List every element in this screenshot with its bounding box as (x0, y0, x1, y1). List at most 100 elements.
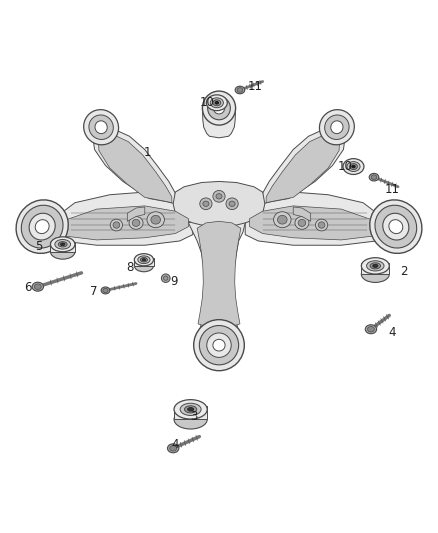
Polygon shape (188, 215, 245, 348)
Ellipse shape (210, 98, 223, 108)
Ellipse shape (295, 216, 309, 229)
Ellipse shape (184, 406, 197, 413)
Ellipse shape (50, 244, 75, 259)
Ellipse shape (371, 175, 377, 180)
Ellipse shape (129, 216, 143, 229)
Ellipse shape (35, 220, 49, 233)
Polygon shape (197, 221, 241, 330)
Polygon shape (174, 407, 207, 419)
Ellipse shape (89, 115, 113, 140)
Ellipse shape (325, 115, 349, 140)
Ellipse shape (170, 446, 177, 451)
Ellipse shape (200, 198, 212, 209)
Text: 6: 6 (24, 281, 31, 294)
Ellipse shape (213, 100, 221, 106)
Ellipse shape (50, 237, 75, 252)
Ellipse shape (213, 102, 225, 114)
Ellipse shape (235, 86, 245, 94)
Ellipse shape (278, 215, 287, 224)
Ellipse shape (331, 121, 343, 134)
Ellipse shape (237, 87, 243, 92)
Ellipse shape (29, 213, 55, 240)
Text: 4: 4 (389, 326, 396, 340)
Ellipse shape (32, 282, 43, 291)
Ellipse shape (103, 288, 108, 293)
Ellipse shape (361, 257, 389, 274)
Ellipse shape (21, 205, 63, 248)
Ellipse shape (352, 165, 355, 168)
Polygon shape (134, 258, 153, 265)
Ellipse shape (60, 243, 65, 246)
Ellipse shape (343, 159, 364, 174)
Ellipse shape (113, 222, 120, 228)
Polygon shape (361, 263, 389, 274)
Polygon shape (245, 192, 389, 245)
Ellipse shape (361, 266, 389, 282)
Ellipse shape (199, 326, 239, 365)
Ellipse shape (319, 110, 354, 145)
Ellipse shape (350, 164, 357, 169)
Ellipse shape (216, 193, 222, 199)
Ellipse shape (318, 222, 325, 228)
Text: 10: 10 (337, 160, 352, 173)
Ellipse shape (138, 256, 150, 264)
Polygon shape (98, 135, 172, 203)
Polygon shape (62, 206, 188, 240)
Ellipse shape (367, 261, 384, 271)
Text: 10: 10 (200, 96, 215, 109)
Polygon shape (293, 207, 311, 221)
Ellipse shape (208, 96, 230, 120)
Ellipse shape (213, 340, 225, 351)
Ellipse shape (207, 333, 231, 358)
Ellipse shape (101, 287, 110, 294)
Ellipse shape (347, 161, 360, 172)
Ellipse shape (142, 259, 146, 261)
Ellipse shape (369, 173, 379, 181)
Text: 8: 8 (127, 261, 134, 274)
Ellipse shape (161, 274, 170, 282)
Ellipse shape (35, 284, 41, 289)
Ellipse shape (95, 121, 107, 134)
Ellipse shape (229, 201, 235, 206)
Polygon shape (173, 181, 265, 226)
Ellipse shape (370, 263, 381, 269)
Text: 7: 7 (90, 285, 98, 298)
Polygon shape (127, 207, 145, 221)
Ellipse shape (84, 110, 119, 145)
Ellipse shape (132, 220, 140, 227)
Text: 1: 1 (144, 146, 151, 159)
Ellipse shape (134, 254, 153, 266)
Text: 4: 4 (171, 438, 178, 451)
Polygon shape (202, 108, 236, 138)
Ellipse shape (16, 200, 68, 253)
Ellipse shape (213, 190, 225, 202)
Ellipse shape (151, 215, 160, 224)
Text: 5: 5 (35, 240, 42, 253)
Ellipse shape (367, 327, 374, 332)
Ellipse shape (167, 444, 179, 453)
Polygon shape (92, 128, 175, 204)
Ellipse shape (375, 205, 417, 248)
Polygon shape (49, 192, 193, 245)
Ellipse shape (194, 320, 244, 370)
Ellipse shape (187, 408, 194, 411)
Text: 2: 2 (400, 265, 408, 278)
Ellipse shape (226, 198, 238, 209)
Ellipse shape (373, 264, 378, 268)
Ellipse shape (58, 241, 67, 247)
Ellipse shape (206, 95, 227, 111)
Ellipse shape (55, 239, 71, 249)
Text: 3: 3 (191, 410, 198, 423)
Text: 9: 9 (170, 275, 177, 288)
Ellipse shape (315, 219, 328, 231)
Ellipse shape (203, 201, 209, 206)
Ellipse shape (298, 220, 306, 227)
Ellipse shape (174, 400, 207, 419)
Polygon shape (263, 128, 346, 204)
Ellipse shape (370, 200, 422, 253)
Polygon shape (50, 242, 75, 252)
Ellipse shape (274, 212, 291, 228)
Ellipse shape (180, 403, 201, 415)
Ellipse shape (365, 325, 377, 334)
Ellipse shape (134, 260, 153, 272)
